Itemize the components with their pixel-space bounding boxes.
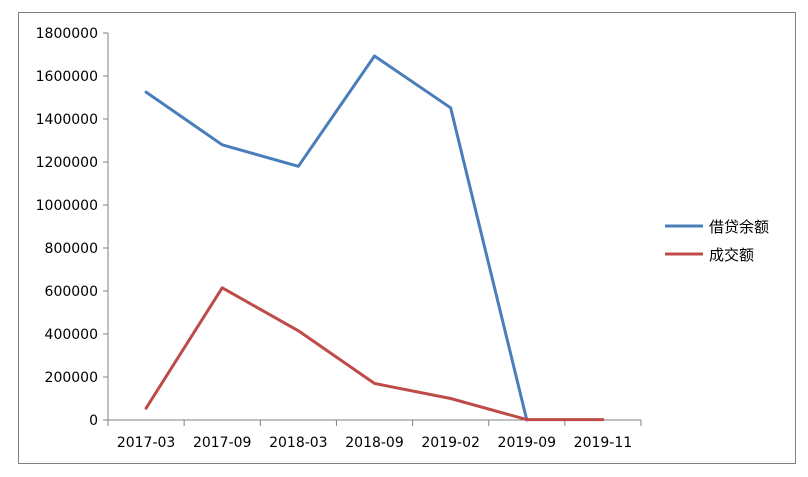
legend-label-1: 成交额 [709,246,754,264]
y-tick-label: 800000 [45,241,98,257]
x-tick-label: 2018-03 [269,435,328,451]
y-tick-label: 1600000 [36,69,98,85]
x-tick-label: 2017-03 [117,435,176,451]
y-tick-label: 1000000 [36,198,98,214]
y-tick-label: 400000 [45,327,98,343]
x-tick-label: 2018-09 [345,435,404,451]
y-tick-label: 1400000 [36,112,98,128]
y-tick-label: 200000 [45,370,98,386]
y-tick-label: 1200000 [36,155,98,171]
series-lines [144,54,605,422]
x-tick-label: 2019-11 [574,435,633,451]
series-line-1 [144,286,605,422]
series-line-0 [144,54,529,422]
y-tick-label: 0 [89,413,98,429]
x-tick-label: 2019-09 [498,435,557,451]
x-tick-label: 2019-02 [421,435,480,451]
y-tick-label: 600000 [45,284,98,300]
x-axis-ticks: 2017-03 2017-09 2018-03 2018-09 2019-02 2019-… [107,420,642,451]
y-tick-label: 1800000 [36,26,98,42]
legend-label-0: 借贷余额 [709,218,769,236]
y-axis-ticks: 0 200000 400000 600000 800000 1000000 1200000 1… [36,26,108,429]
x-tick-label: 2017-09 [193,435,252,451]
